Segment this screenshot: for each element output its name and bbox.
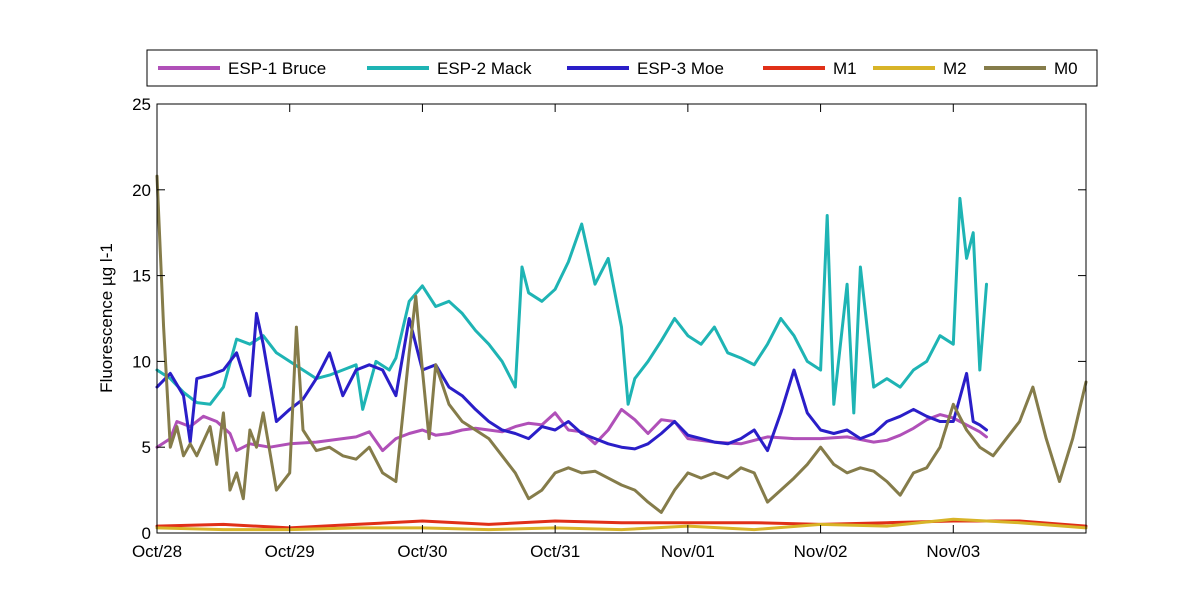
axis-ticks: 0 5 10 15 20 25 Oct/28 Oct/29 Oct/30 Oct/31 Nov/01… [132, 95, 1086, 561]
series-line-4 [155, 517, 1088, 532]
legend-label-5: M0 [1054, 59, 1078, 78]
x-tick-label-3: Oct/31 [530, 542, 580, 561]
series-line-2 [155, 311, 988, 453]
legend: ESP-1 Bruce ESP-2 Mack ESP-3 Moe M1 M2 M0 [146, 49, 1098, 87]
y-tick-label-1: 5 [142, 438, 151, 457]
legend-label-2: ESP-3 Moe [637, 59, 724, 78]
legend-label-0: ESP-1 Bruce [228, 59, 326, 78]
y-tick-label-4: 20 [132, 181, 151, 200]
x-tick-label-2: Oct/30 [397, 542, 447, 561]
y-axis-label: Fluorescence µg l-1 [97, 243, 116, 393]
legend-label-3: M1 [833, 59, 857, 78]
x-tick-label-6: Nov/03 [926, 542, 980, 561]
x-tick-label-5: Nov/02 [794, 542, 848, 561]
plot-series [155, 174, 1088, 532]
y-tick-label-2: 10 [132, 352, 151, 371]
legend-label-1: ESP-2 Mack [437, 59, 532, 78]
x-tick-label-1: Oct/29 [265, 542, 315, 561]
y-tick-label-0: 0 [142, 524, 151, 543]
y-tick-label-5: 25 [132, 95, 151, 114]
y-tick-label-3: 15 [132, 267, 151, 286]
plot-frame [156, 103, 1087, 534]
series-line-5 [155, 174, 1088, 514]
x-tick-label-0: Oct/28 [132, 542, 182, 561]
x-tick-label-4: Nov/01 [661, 542, 715, 561]
series-line-1 [155, 196, 988, 415]
series-line-3 [155, 519, 1088, 530]
legend-label-4: M2 [943, 59, 967, 78]
